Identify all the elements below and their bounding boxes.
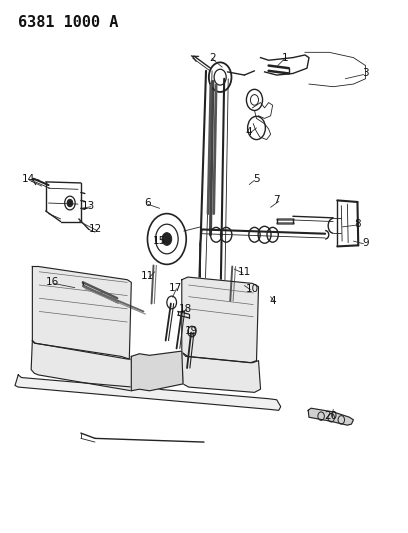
Text: 10: 10 [246, 284, 259, 294]
Polygon shape [182, 277, 259, 363]
Text: 11: 11 [238, 267, 251, 277]
Text: 20: 20 [325, 410, 338, 421]
Text: 4: 4 [245, 127, 252, 136]
Text: 11: 11 [141, 271, 154, 281]
Polygon shape [182, 352, 261, 392]
Text: 6381 1000 A: 6381 1000 A [18, 15, 119, 30]
Text: 3: 3 [362, 68, 369, 78]
Text: 7: 7 [273, 196, 280, 205]
Text: 19: 19 [185, 326, 199, 336]
Polygon shape [31, 341, 133, 391]
Polygon shape [131, 351, 183, 391]
Text: 15: 15 [153, 236, 166, 246]
Text: 12: 12 [89, 224, 102, 235]
Text: 14: 14 [22, 174, 35, 184]
Circle shape [67, 199, 73, 207]
Text: 1: 1 [282, 53, 288, 62]
Text: 18: 18 [179, 304, 193, 314]
Polygon shape [15, 375, 281, 410]
Text: 4: 4 [269, 296, 276, 306]
Polygon shape [308, 408, 353, 425]
Text: 6: 6 [144, 198, 151, 208]
Text: 13: 13 [82, 201, 95, 211]
Text: 5: 5 [253, 174, 260, 184]
Text: 8: 8 [354, 219, 361, 229]
Text: 2: 2 [209, 53, 215, 62]
Circle shape [162, 233, 172, 245]
Text: 17: 17 [169, 282, 182, 293]
Polygon shape [32, 266, 131, 359]
Text: 9: 9 [362, 238, 369, 248]
Text: 16: 16 [46, 277, 59, 287]
